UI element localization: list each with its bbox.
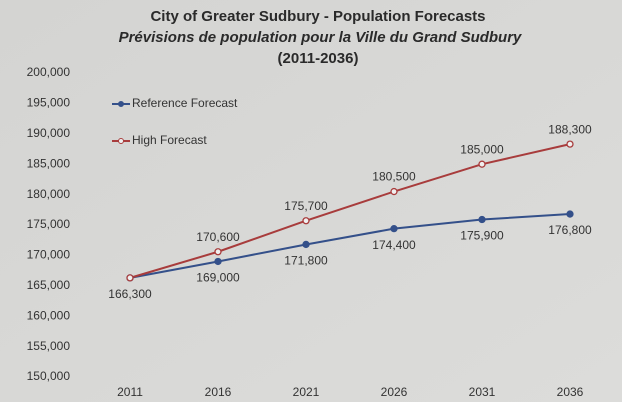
y-tick-label: 155,000	[27, 339, 71, 353]
y-tick-label: 190,000	[27, 126, 71, 140]
data-label: 170,600	[196, 230, 240, 244]
data-label: 185,000	[460, 142, 504, 156]
data-label: 171,800	[284, 254, 328, 268]
data-label: 175,700	[284, 199, 328, 213]
data-label: 176,800	[548, 223, 592, 237]
chart-subtitle: Prévisions de population pour la Ville d…	[119, 29, 522, 46]
x-tick-label: 2011	[117, 385, 143, 399]
y-tick-label: 200,000	[27, 65, 71, 79]
data-point	[390, 224, 398, 233]
y-tick-label: 165,000	[27, 278, 71, 292]
chart-title: City of Greater Sudbury - Population For…	[150, 8, 485, 25]
data-point	[478, 215, 486, 224]
series-line	[129, 143, 571, 279]
series-line	[129, 213, 571, 279]
x-tick-label: 2016	[205, 385, 232, 399]
legend-label: Reference Forecast	[132, 96, 238, 110]
y-tick-label: 150,000	[27, 369, 71, 383]
legend-label: High Forecast	[132, 133, 207, 147]
data-label: 175,900	[460, 229, 504, 243]
legend-marker	[118, 138, 124, 144]
data-point	[302, 217, 310, 225]
x-tick-label: 2021	[293, 385, 320, 399]
data-point	[126, 274, 134, 282]
data-point	[566, 210, 574, 218]
data-label: 166,300	[108, 287, 152, 301]
y-tick-label: 180,000	[27, 187, 71, 201]
data-point	[478, 160, 486, 168]
x-tick-label: 2026	[381, 385, 408, 399]
y-tick-label: 195,000	[27, 96, 71, 110]
date-range: (2011-2036)	[278, 50, 359, 67]
data-label: 174,400	[372, 238, 416, 252]
data-point	[214, 257, 222, 266]
x-tick-label: 2031	[469, 385, 496, 399]
data-point	[390, 187, 398, 196]
legend-marker	[118, 101, 124, 107]
data-point	[214, 248, 222, 256]
y-tick-label: 160,000	[27, 308, 71, 322]
data-label: 188,300	[548, 122, 592, 136]
data-point	[302, 240, 310, 249]
data-point	[566, 140, 574, 148]
y-tick-label: 170,000	[27, 248, 71, 262]
y-tick-label: 185,000	[27, 156, 71, 170]
data-label: 169,000	[196, 271, 240, 285]
data-label: 180,500	[372, 170, 416, 184]
x-tick-label: 2036	[557, 385, 584, 399]
y-tick-label: 175,000	[27, 217, 71, 231]
